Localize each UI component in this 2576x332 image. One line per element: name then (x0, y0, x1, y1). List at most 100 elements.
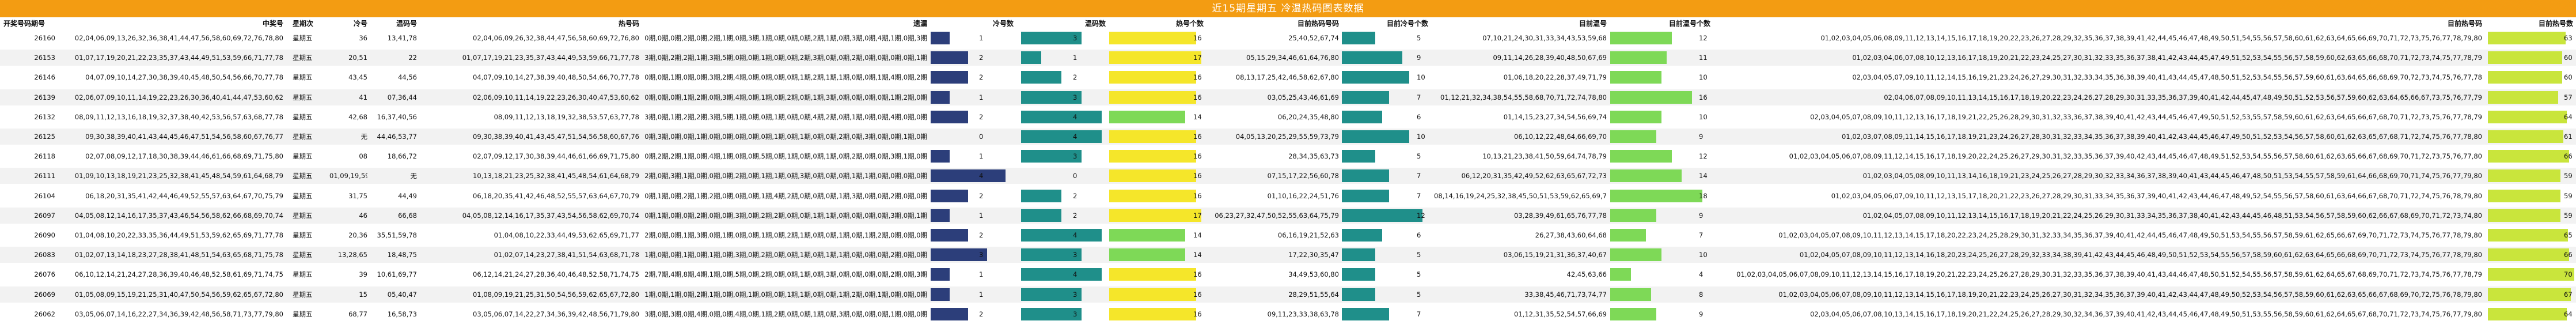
cell-prize: 03,05,06,07,14,16,22,27,34,36,39,42,48,5… (74, 310, 283, 318)
cell-cold: 08 (359, 152, 367, 161)
cur-hot-count-value: 60 (2564, 73, 2573, 82)
cell-cold: 01,09,19,59 (329, 172, 367, 180)
hot-count-value: 16 (1193, 290, 1202, 299)
cell-cold: 20,51 (348, 54, 367, 62)
cur-hot-count-bar (2488, 150, 2569, 163)
prev-cold-count-value: 12 (1417, 211, 1425, 220)
cold-count-bar (931, 169, 1006, 183)
cold-count-value: 1 (979, 270, 984, 279)
cell-period: 26125 (34, 133, 55, 141)
cell-traversal: 0期,2期,2期,1期,0期,4期,1期,0期,0期,5期,0期,1期,0期,0… (644, 152, 927, 161)
page-title: 近15期星期五 冷温热码图表数据 (0, 0, 2576, 17)
header-cold-count: 冷号数 (992, 20, 1014, 28)
cell-prev-hot: 06,16,19,21,52,63 (1277, 231, 1339, 239)
cold-count-bar (931, 268, 950, 281)
cur-warm-count-value: 10 (1699, 251, 1708, 259)
prev-cold-count-bar (1342, 51, 1402, 65)
cell-hot: 03,05,06,07,14,22,27,34,36,39,42,48,56,7… (473, 310, 639, 318)
cold-count-bar (931, 189, 968, 202)
hot-count-value: 14 (1193, 112, 1202, 121)
cur-hot-count-bar (2488, 307, 2567, 320)
table-row: 26111 01,09,10,13,18,19,21,23,25,32,38,41… (0, 168, 2576, 184)
cell-prize: 01,07,17,19,20,21,22,23,35,37,43,44,49,5… (74, 54, 283, 62)
cell-cold: 31,75 (348, 191, 367, 200)
hot-count-value: 14 (1193, 251, 1202, 259)
cell-cur-hot: 01,02,04,05,07,08,09,10,11,12,13,14,16,1… (1799, 251, 2482, 259)
cell-hot: 04,05,08,12,14,16,17,35,37,43,54,56,58,6… (462, 211, 639, 220)
hot-count-value: 17 (1193, 211, 1202, 220)
cell-cur-hot: 02,04,06,07,08,09,10,11,13,14,15,16,17,1… (1884, 93, 2482, 101)
warm-count-value: 3 (1073, 34, 1078, 42)
cur-hot-count-value: 61 (2564, 133, 2573, 141)
cur-warm-count-bar (1610, 51, 1667, 65)
prev-cold-count-value: 10 (1417, 73, 1425, 82)
cell-cur-hot: 01,02,03,04,05,06,08,09,11,12,13,14,15,1… (1820, 34, 2482, 42)
cell-weekday: 星期五 (293, 34, 313, 42)
cell-hot: 01,04,08,10,22,33,44,49,53,62,65,69,71,7… (494, 231, 639, 239)
cell-weekday: 星期五 (293, 211, 313, 220)
prev-cold-count-bar (1342, 288, 1375, 301)
prev-cold-count-value: 7 (1417, 172, 1421, 180)
cold-count-bar (931, 307, 968, 320)
cell-prize: 04,05,08,12,14,16,17,35,37,43,46,54,56,5… (74, 211, 283, 220)
cold-count-bar (931, 90, 950, 104)
cur-hot-count-bar (2488, 229, 2568, 242)
table-row: 26139 02,06,07,09,10,11,14,19,22,23,26,30… (0, 89, 2576, 105)
cur-warm-count-bar (1610, 209, 1656, 222)
cell-hot: 01,07,17,19,21,23,35,37,43,44,49,53,59,6… (462, 54, 639, 62)
cur-hot-count-value: 57 (2564, 93, 2573, 101)
cold-count-bar (931, 209, 950, 222)
cell-hot: 10,13,18,21,23,25,32,38,41,45,48,54,61,6… (473, 172, 639, 180)
table-row: 26097 04,05,08,12,14,16,17,35,37,43,46,54… (0, 207, 2576, 224)
cur-warm-count-value: 9 (1699, 310, 1704, 318)
cell-hot: 02,06,09,10,11,14,19,22,23,26,30,40,47,5… (473, 93, 639, 101)
cell-prize: 06,10,12,14,21,24,27,28,36,39,40,46,48,5… (74, 270, 283, 279)
cur-warm-count-value: 7 (1699, 231, 1704, 239)
prev-cold-count-value: 5 (1417, 270, 1421, 279)
cold-count-bar (931, 248, 987, 262)
table-row: 26062 03,05,06,07,14,16,22,27,34,36,39,42… (0, 305, 2576, 322)
header-cur-warm-count: 目前温号个数 (1668, 20, 1710, 28)
prev-cold-count-bar (1342, 189, 1389, 202)
header-weekday: 星期次 (293, 20, 314, 28)
prev-cold-count-value: 5 (1417, 290, 1421, 299)
warm-count-bar (1021, 150, 1082, 163)
warm-count-value: 2 (1073, 211, 1078, 220)
table-row: 26132 08,09,11,12,13,16,18,19,32,37,38,40… (0, 108, 2576, 125)
prev-cold-count-bar (1342, 229, 1382, 242)
cell-prize: 08,09,11,12,13,16,18,19,32,37,38,40,42,5… (74, 112, 283, 121)
cell-cold: 36 (359, 34, 367, 42)
cell-traversal: 1期,0期,1期,0期,2期,1期,0期,0期,1期,0期,0期,1期,1期,0… (644, 290, 927, 299)
cell-prev-hot: 28,34,35,63,73 (1288, 152, 1339, 161)
prev-cold-count-value: 7 (1417, 310, 1421, 318)
cur-warm-count-bar (1610, 32, 1672, 44)
cell-cur-warm: 01,06,18,20,22,28,37,49,71,79 (1503, 73, 1607, 82)
table-row: 26090 01,04,08,10,20,22,33,35,36,44,49,51… (0, 227, 2576, 243)
cell-warm: 66,68 (398, 211, 417, 220)
hot-count-bar (1109, 307, 1196, 320)
cur-hot-count-value: 59 (2564, 211, 2573, 220)
cell-warm: 44,46,53,77 (377, 133, 418, 141)
cell-warm: 13,41,78 (387, 34, 417, 42)
prev-cold-count-value: 10 (1417, 133, 1425, 141)
cell-cur-warm: 42,45,63,66 (1566, 270, 1607, 279)
cell-traversal: 1期,0期,0期,1期,0期,1期,0期,3期,0期,2期,0期,0期,1期,0… (644, 251, 927, 259)
cell-period: 26062 (34, 310, 55, 318)
warm-count-bar (1021, 209, 1061, 222)
cell-prize: 04,07,09,10,14,27,30,38,39,40,45,48,50,5… (85, 73, 283, 82)
cell-cur-warm: 33,38,45,46,71,73,74,77 (1524, 290, 1607, 299)
cell-cold: 46 (359, 211, 367, 220)
hot-count-bar (1109, 110, 1185, 123)
cell-cur-hot: 01,02,03,04,05,07,08,09,10,11,12,13,14,1… (1778, 231, 2482, 239)
cell-prev-hot: 08,13,17,25,42,46,58,62,67,80 (1235, 73, 1339, 82)
prev-cold-count-bar (1342, 150, 1375, 163)
cell-warm: 44,56 (398, 73, 417, 82)
header-prev-hot: 目前热码号码 (1297, 20, 1339, 28)
cell-period: 26104 (34, 191, 55, 200)
cell-cur-warm: 03,28,39,49,61,65,76,77,78 (1514, 211, 1607, 220)
prev-cold-count-value: 5 (1417, 34, 1421, 42)
cur-hot-count-value: 70 (2564, 270, 2573, 279)
cell-warm: 16,58,73 (387, 310, 417, 318)
prev-cold-count-value: 9 (1417, 54, 1421, 62)
cur-warm-count-value: 9 (1699, 211, 1704, 220)
